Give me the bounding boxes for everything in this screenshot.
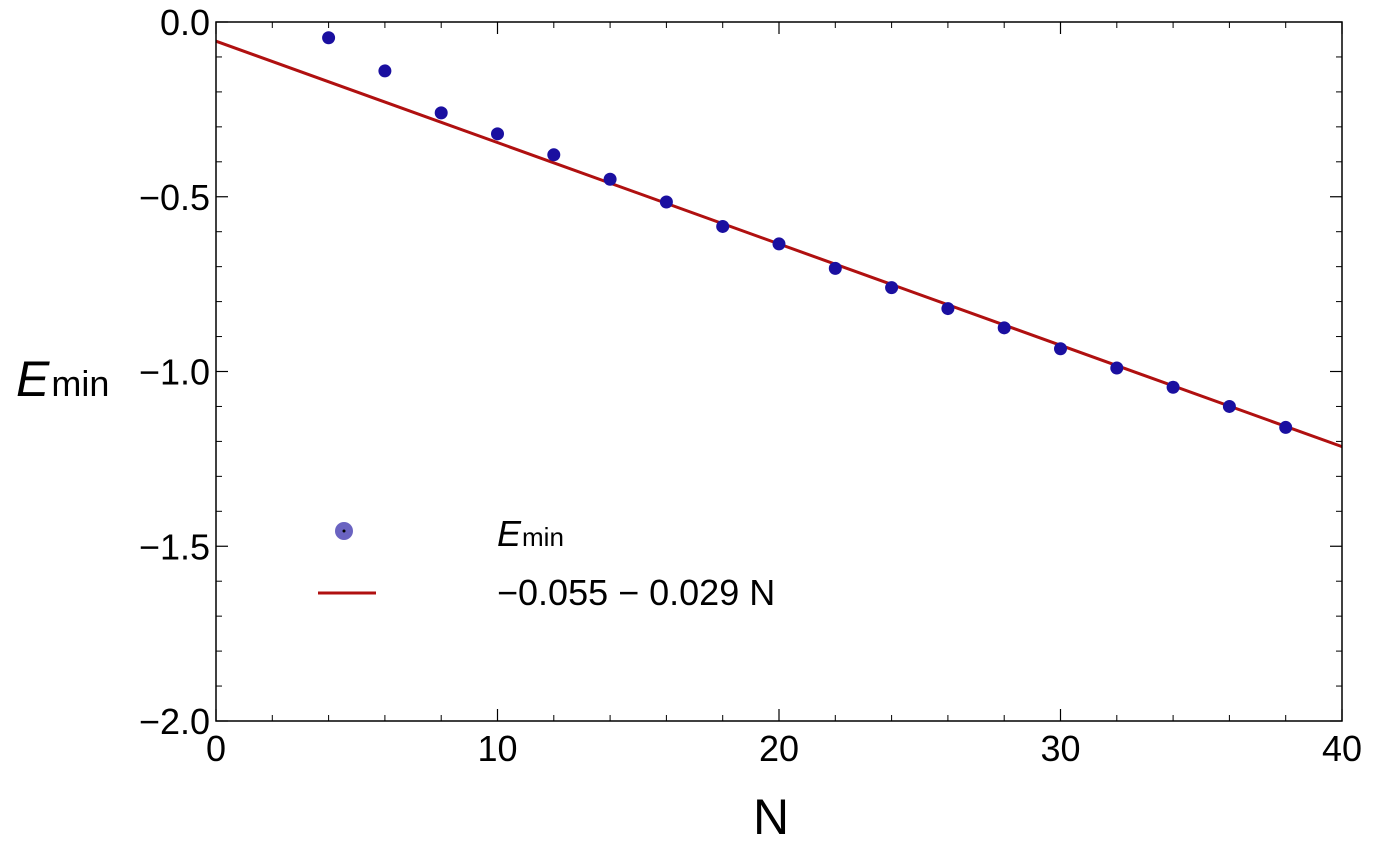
x-tick-label: 30 xyxy=(1040,728,1080,769)
data-point xyxy=(885,281,899,295)
y-axis-label: Emin xyxy=(16,351,109,407)
major-ticks xyxy=(215,21,1343,722)
y-tick-label: −1.0 xyxy=(139,352,210,393)
data-point xyxy=(941,302,955,316)
x-tick-label: 40 xyxy=(1322,728,1362,769)
data-point xyxy=(997,321,1011,335)
x-tick-label: 20 xyxy=(759,728,799,769)
data-point xyxy=(1279,420,1293,434)
legend-marker-points-center xyxy=(342,529,346,533)
data-point xyxy=(1054,342,1067,356)
data-point xyxy=(716,219,730,233)
minor-ticks xyxy=(216,22,1342,721)
y-tick-label: −2.0 xyxy=(139,701,210,742)
data-point xyxy=(828,261,842,275)
y-tick-label: 0.0 xyxy=(160,2,210,43)
legend-label-points-sub: min xyxy=(522,522,564,552)
data-point xyxy=(378,64,392,78)
data-point xyxy=(1110,361,1124,375)
plot-frame xyxy=(215,21,1343,722)
y-axis-label-main: E xyxy=(16,351,50,407)
legend-label-points: Emin xyxy=(497,513,564,554)
data-point xyxy=(1222,399,1236,413)
x-tick-label: 0 xyxy=(206,728,226,769)
y-tick-label: −1.5 xyxy=(139,526,210,567)
data-point xyxy=(322,31,336,45)
legend-label-line: −0.055 − 0.029 N xyxy=(497,572,775,613)
x-axis-label: N xyxy=(753,789,789,845)
legend-label-points-main: E xyxy=(497,513,522,554)
data-point xyxy=(772,237,786,251)
plot-area xyxy=(215,31,1343,449)
x-tick-label: 10 xyxy=(477,728,517,769)
data-point xyxy=(1166,380,1180,394)
data-points xyxy=(322,31,1293,434)
y-tick-label: −0.5 xyxy=(139,177,210,218)
data-point xyxy=(547,148,561,162)
data-point xyxy=(434,106,448,120)
y-axis-label-sub: min xyxy=(51,363,109,404)
legend: Emin −0.055 − 0.029 N xyxy=(318,513,775,613)
data-point xyxy=(603,172,617,186)
data-point xyxy=(491,127,504,141)
data-point xyxy=(659,195,673,209)
tick-labels: 0 10 20 30 40 0.0 −0.5 −1.0 −1.5 −2.0 xyxy=(139,2,1362,769)
